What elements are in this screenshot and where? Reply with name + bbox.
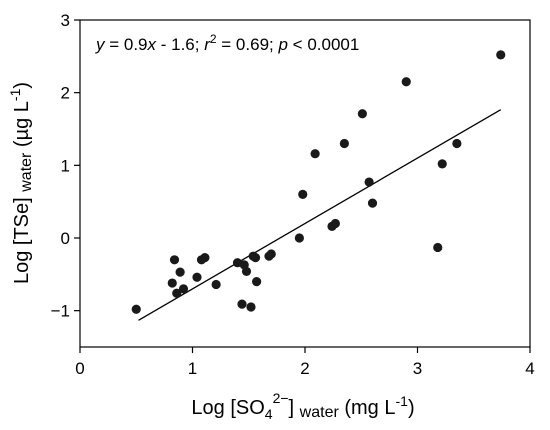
plot-area [79, 19, 531, 348]
regression-equation: y = 0.9x - 1.6; r2 = 0.69; p < 0.0001 [95, 32, 359, 54]
data-point [200, 253, 210, 263]
data-point [175, 267, 185, 277]
y-axis-title: Log [TSe] water (µg L-1) [7, 82, 35, 284]
data-point [241, 266, 252, 277]
data-points [131, 50, 506, 314]
data-point [252, 277, 262, 287]
data-point [192, 272, 202, 282]
regression-line [138, 109, 502, 321]
data-point [401, 77, 411, 87]
x-tick-label: 2 [300, 359, 309, 378]
y-tick-label: 3 [61, 11, 70, 30]
data-point [357, 109, 367, 119]
data-point [131, 304, 141, 314]
x-tick-label: 0 [75, 359, 84, 378]
data-point [167, 278, 177, 288]
y-tick-label: 2 [61, 84, 70, 103]
plot-frame [79, 19, 531, 348]
data-point [250, 253, 261, 263]
y-tick-label: 0 [61, 229, 70, 248]
data-point [367, 198, 378, 208]
x-tick-label: 1 [188, 359, 197, 378]
x-axis-title: Log [SO42−] water (mg L-1) [191, 390, 414, 422]
data-point [433, 242, 443, 253]
y-axis-ticks: −1 0 1 2 3 [51, 11, 80, 321]
data-point [437, 159, 447, 169]
data-point [298, 189, 308, 199]
x-tick-label: 4 [525, 359, 534, 378]
data-point [246, 302, 256, 312]
data-point [452, 138, 462, 149]
data-point [294, 233, 304, 243]
data-point [339, 138, 349, 149]
data-point [310, 149, 320, 159]
data-point [211, 279, 221, 290]
data-point [496, 50, 506, 60]
data-point [330, 218, 340, 229]
data-point [172, 288, 182, 298]
data-point [266, 249, 276, 259]
data-point [364, 177, 374, 187]
data-point [237, 299, 247, 309]
data-point [178, 284, 189, 294]
x-tick-label: 3 [413, 359, 422, 378]
x-axis-ticks: 0 1 2 3 4 [75, 347, 535, 378]
y-tick-label: 1 [61, 156, 70, 175]
y-tick-label: −1 [51, 302, 70, 321]
data-point [169, 255, 180, 265]
